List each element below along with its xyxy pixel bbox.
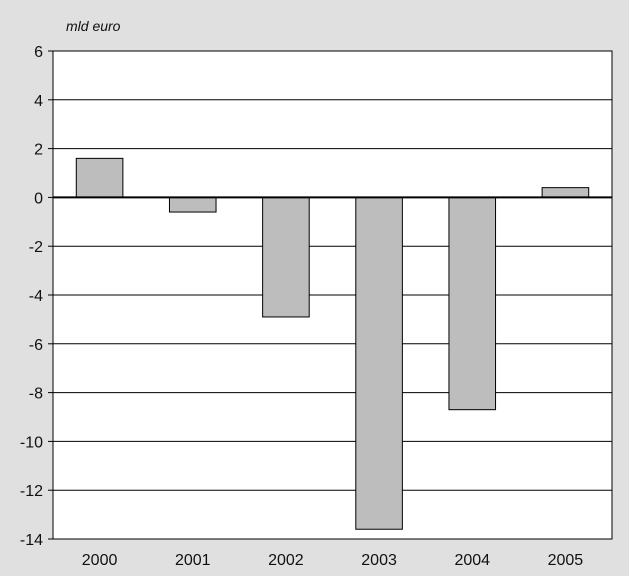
y-tick-label: -10 xyxy=(20,434,43,451)
bar-2000 xyxy=(75,157,124,198)
y-tick-label: -6 xyxy=(29,337,43,354)
y-axis-ticks: 6 4 2 0 -2 -4 -6 -8 -10 -12 -14 xyxy=(20,44,53,549)
bar-2002 xyxy=(262,196,310,318)
x-tick-label: 2004 xyxy=(454,552,490,569)
x-tick-label: 2000 xyxy=(82,552,118,569)
y-tick-label: 2 xyxy=(34,142,43,159)
y-tick-label: -14 xyxy=(20,532,43,549)
y-tick-label: -4 xyxy=(29,288,43,305)
y-axis-label: mld euro xyxy=(66,18,121,34)
x-tick-label: 2003 xyxy=(361,552,397,569)
bars-group xyxy=(75,157,590,530)
y-tick-label: -8 xyxy=(29,386,43,403)
y-tick-label: 4 xyxy=(34,93,43,110)
x-tick-label: 2002 xyxy=(268,552,304,569)
bar-2003 xyxy=(355,196,403,530)
x-axis-ticks: 2000 2001 2002 2003 2004 2005 xyxy=(82,552,584,569)
x-tick-label: 2005 xyxy=(548,552,584,569)
y-tick-label: 0 xyxy=(34,190,43,207)
bar-2001 xyxy=(168,196,217,213)
y-tick-label: 6 xyxy=(34,44,43,61)
bar-2005 xyxy=(541,187,590,198)
gridlines xyxy=(53,99,612,491)
bar-2004 xyxy=(448,196,497,411)
x-tick-label: 2001 xyxy=(175,552,211,569)
y-tick-label: -12 xyxy=(20,483,43,500)
y-tick-label: -2 xyxy=(29,239,43,256)
